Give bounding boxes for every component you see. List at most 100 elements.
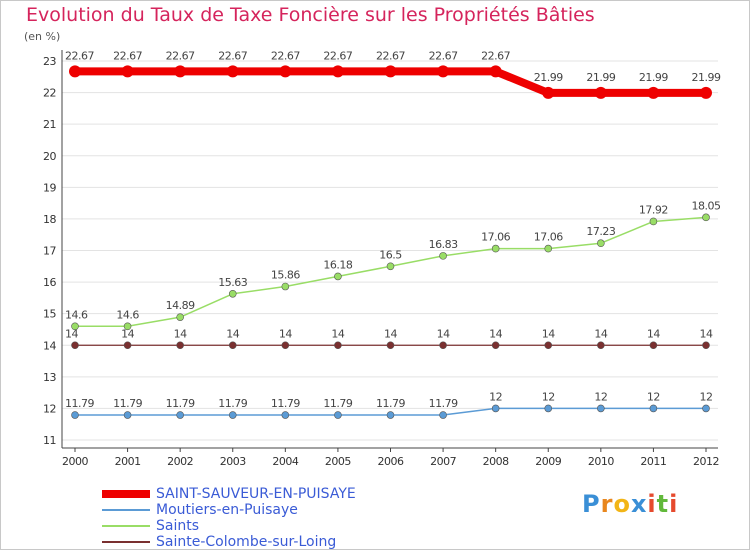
- data-point: [176, 411, 184, 419]
- y-tick-label: 15: [43, 308, 56, 321]
- legend-swatch: [102, 509, 150, 511]
- data-point: [489, 65, 502, 78]
- data-label: 12: [542, 390, 555, 403]
- y-tick-label: 23: [43, 55, 56, 68]
- line-chart: 11 12 13 14 15 16 17 18 19 20 21 22 23 2000 2001 2002 20…: [43, 49, 721, 468]
- legend-label: Moutiers-en-Puisaye: [156, 502, 298, 518]
- logo-letter: i: [647, 490, 657, 518]
- data-label: 14: [279, 327, 292, 340]
- data-label: 14: [700, 327, 713, 340]
- data-point: [702, 404, 710, 413]
- data-point: [649, 341, 658, 350]
- legend: SAINT-SAUVEUR-EN-PUISAYE Moutiers-en-Puis…: [102, 486, 356, 550]
- data-point: [491, 341, 500, 350]
- data-point: [71, 322, 79, 331]
- data-point: [279, 65, 292, 78]
- logo-letter: t: [656, 490, 670, 518]
- data-point: [491, 244, 500, 253]
- data-label: 11.79: [323, 397, 352, 410]
- data-point: [647, 86, 660, 99]
- legend-label: Sainte-Colombe-sur-Loing: [156, 534, 337, 550]
- data-point: [174, 65, 187, 78]
- data-label: 11.79: [271, 397, 300, 410]
- x-tick-label: 2004: [272, 455, 298, 468]
- x-tick-label: 2010: [588, 455, 614, 468]
- y-tick-label: 19: [43, 181, 56, 194]
- data-point: [331, 65, 344, 78]
- data-label: 22.67: [271, 49, 300, 62]
- data-point: [71, 411, 79, 419]
- data-label: 15.63: [218, 276, 247, 289]
- data-label: 22.67: [323, 49, 352, 62]
- data-point: [544, 244, 553, 253]
- logo-letter: r: [600, 490, 614, 518]
- legend-item: SAINT-SAUVEUR-EN-PUISAYE: [102, 486, 356, 502]
- data-point: [334, 411, 342, 419]
- data-label: 22.67: [166, 49, 195, 62]
- logo-letter: P: [582, 490, 601, 518]
- data-point: [386, 341, 395, 350]
- y-tick-label: 17: [43, 245, 56, 258]
- y-tick-label: 21: [43, 118, 56, 131]
- x-tick-label: 2003: [220, 455, 246, 468]
- data-point: [281, 411, 290, 419]
- y-tick-label: 18: [43, 213, 56, 226]
- data-label: 12: [647, 390, 660, 403]
- data-point: [384, 65, 397, 78]
- data-point: [649, 404, 658, 413]
- data-point: [491, 404, 500, 413]
- legend-swatch: [102, 490, 150, 498]
- x-tick-label: 2002: [167, 455, 193, 468]
- data-point: [542, 86, 555, 99]
- data-point: [228, 341, 237, 350]
- data-label: 11.79: [218, 397, 247, 410]
- data-label: 22.67: [429, 49, 458, 62]
- data-label: 14: [542, 327, 555, 340]
- y-tick-label: 22: [43, 87, 56, 100]
- data-point: [439, 411, 447, 419]
- logo-letter: o: [613, 490, 631, 518]
- data-label: 22.67: [376, 49, 405, 62]
- data-point: [386, 262, 395, 271]
- x-tick-label: 2007: [430, 455, 456, 468]
- data-point: [437, 65, 450, 78]
- data-point: [702, 341, 710, 350]
- data-point: [123, 341, 132, 350]
- data-label: 11.79: [65, 397, 94, 410]
- data-label: 21.99: [692, 71, 721, 84]
- y-tick-label: 14: [43, 339, 56, 352]
- data-point: [281, 341, 290, 350]
- logo-letter: i: [669, 490, 679, 518]
- data-label: 11.79: [166, 397, 195, 410]
- legend-swatch: [102, 541, 150, 543]
- data-point: [544, 404, 553, 413]
- data-label: 16.18: [323, 258, 352, 271]
- data-label: 22.67: [65, 49, 94, 62]
- data-point: [334, 341, 342, 350]
- data-label: 14: [331, 327, 344, 340]
- data-point: [597, 404, 605, 413]
- data-label: 11.79: [113, 397, 142, 410]
- data-point: [281, 282, 290, 291]
- data-point: [334, 272, 342, 281]
- proxiti-logo: Proxiti: [582, 490, 678, 518]
- y-tick-label: 12: [43, 402, 56, 415]
- data-label: 11.79: [376, 397, 405, 410]
- data-label: 17.06: [534, 231, 563, 244]
- data-point: [439, 341, 447, 350]
- x-tick-label: 2012: [693, 455, 719, 468]
- data-label: 22.67: [218, 49, 247, 62]
- legend-item: Moutiers-en-Puisaye: [102, 502, 356, 518]
- legend-item: Sainte-Colombe-sur-Loing: [102, 534, 356, 550]
- x-tick-label: 2008: [483, 455, 509, 468]
- data-point: [226, 65, 239, 78]
- data-point: [702, 213, 710, 222]
- x-tick-label: 2001: [115, 455, 141, 468]
- x-tick-label: 2000: [62, 455, 88, 468]
- data-label: 14.6: [65, 308, 88, 321]
- data-label: 21.99: [586, 71, 615, 84]
- data-label: 22.67: [113, 49, 142, 62]
- data-label: 14: [437, 327, 450, 340]
- data-point: [176, 313, 184, 321]
- data-point: [439, 252, 447, 260]
